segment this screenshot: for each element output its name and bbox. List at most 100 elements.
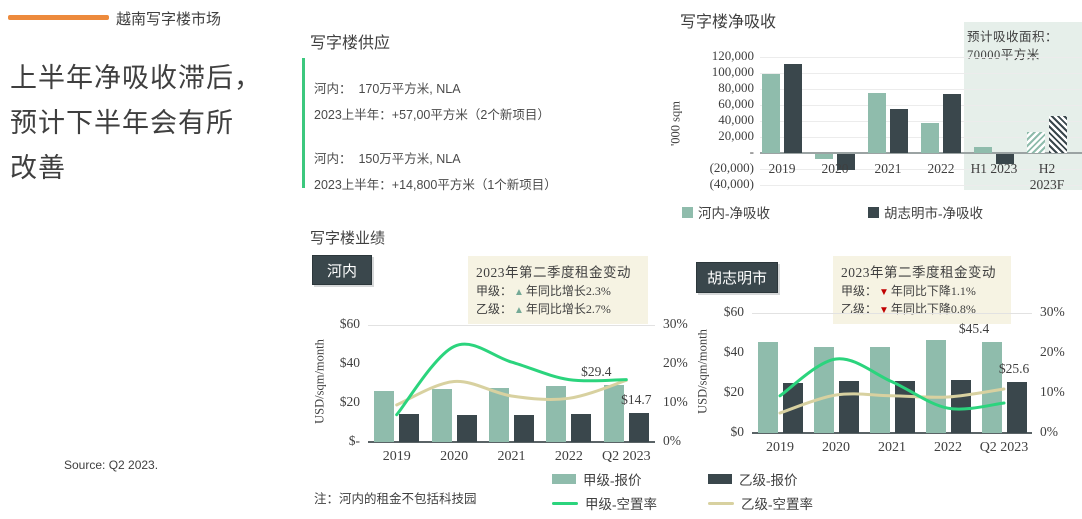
data-label: $25.6 xyxy=(998,360,1030,376)
y-axis-tick-label: 20,000 xyxy=(718,128,754,143)
gridline xyxy=(368,325,655,326)
y-axis-tick-label: (20,000) xyxy=(709,160,754,175)
y-axis-tick-label: 120,000 xyxy=(711,48,754,63)
hanoi-performance-chart: $60 $40 $20 $- 30% 20% 10% 0% 2019 2020 2021 2022 Q2… xyxy=(300,250,702,490)
rent-bar xyxy=(514,414,534,442)
legend-label: 乙级-空置率 xyxy=(741,497,813,512)
brand-accent-line xyxy=(8,15,109,20)
rent-bar xyxy=(925,340,946,433)
annotation-row-grade-a: 甲级： ▼ 年同比下降1.1% xyxy=(841,283,1003,301)
rent-bar xyxy=(456,414,477,442)
vacancy-rate-lines xyxy=(395,342,628,417)
supply-accent-bar xyxy=(302,58,305,188)
legend-label: 甲级-空置率 xyxy=(585,497,657,512)
rent-bar xyxy=(757,342,778,433)
x-axis-category-label: 2022 xyxy=(554,449,583,464)
gridline xyxy=(760,168,1082,170)
legend-swatch xyxy=(868,206,879,218)
legend-item: 河内-净吸收 xyxy=(682,202,770,222)
vacancy-line xyxy=(395,342,628,417)
grade-a-label: 甲级： xyxy=(841,284,878,298)
x-axis-category-line: 2022 xyxy=(927,161,955,176)
y-axis-tick-label: 100,000 xyxy=(711,64,754,79)
annotation-title: 2023年第二季度租金变动 xyxy=(841,265,996,280)
legend-label: 甲级-报价 xyxy=(583,473,642,488)
grade-a-change: 年同比下降1.1% xyxy=(890,284,976,298)
x-axis-category-label: 2020 xyxy=(822,440,850,455)
y-axis-tick-label: $60 xyxy=(339,316,360,331)
y-axis-tick-label: $20 xyxy=(723,384,744,399)
grade-a-change: 年同比增长2.3% xyxy=(525,284,611,298)
x-axis-category-label: 2019 xyxy=(750,161,814,177)
y-axis-tick-label: (40,000) xyxy=(709,176,754,191)
secondary-axis-tick-label: 30% xyxy=(663,316,688,331)
supply-section-title: 写字楼供应 xyxy=(310,35,391,52)
y-axis-tick-label: 60,000 xyxy=(718,96,754,111)
y-axis-tick-label: $20 xyxy=(339,394,360,409)
vacancy-line xyxy=(778,357,1006,411)
net-absorption-bar xyxy=(784,64,802,153)
y-axis-tick-label: $40 xyxy=(723,344,744,359)
net-absorption-bar xyxy=(1027,132,1045,153)
net-absorption-bar xyxy=(815,154,833,159)
net-absorption-bar xyxy=(890,109,908,153)
secondary-axis-tick-label: 0% xyxy=(1040,424,1058,439)
rent-bar xyxy=(894,381,915,433)
forecast-annotation-line-2: 70000平方米 xyxy=(967,48,1040,62)
legend-label: 河内-净吸收 xyxy=(698,206,770,221)
data-label: $45.4 xyxy=(958,321,990,337)
y-axis-tick-label: $40 xyxy=(339,355,360,370)
down-triangle-icon: ▼ xyxy=(879,287,889,298)
annotation-title: 2023年第二季度租金变动 xyxy=(476,265,631,280)
up-triangle-icon: ▲ xyxy=(514,305,524,316)
x-axis-category-label: 2020 xyxy=(803,161,867,177)
rent-bar xyxy=(869,346,890,433)
y-axis-tick-label: 80,000 xyxy=(718,80,754,95)
y-axis-tick-label: $60 xyxy=(723,304,744,319)
grade-b-label: 乙级： xyxy=(841,302,878,316)
secondary-axis-tick-label: 0% xyxy=(663,433,681,448)
x-axis-category-label: Q2 2023 xyxy=(979,440,1029,455)
down-triangle-icon: ▼ xyxy=(879,305,889,316)
net-absorption-bar xyxy=(921,123,939,153)
x-axis-category-label: H1 2023 xyxy=(962,161,1026,177)
headline-line-2: 预计下半年会有所 xyxy=(10,108,234,138)
x-axis-category-line: H2 xyxy=(1038,161,1056,176)
net-absorption-bar xyxy=(943,93,961,153)
gridline xyxy=(760,104,1082,106)
x-axis-category-label: H2 2023F xyxy=(1015,161,1079,193)
legend-label: 胡志明市-净吸收 xyxy=(884,206,983,221)
legend-item: 乙级-报价 xyxy=(708,469,798,489)
rent-bar xyxy=(603,384,624,442)
forecast-region xyxy=(964,22,1082,190)
annotation-row-grade-b: 乙级： ▼ 年同比下降0.8% xyxy=(841,301,1003,319)
rent-bar xyxy=(399,414,420,442)
net-absorption-chart: 预计吸收面积： 70000平方米 120,000 100,000 80,000 60,00… xyxy=(660,22,1082,250)
x-axis-category-label: 2022 xyxy=(934,440,962,455)
y-axis-tick-label: $- xyxy=(348,433,360,448)
legend-swatch-line xyxy=(708,501,734,505)
footnote: 注：河内的租金不包括科技园 xyxy=(314,492,477,506)
annotation-row-grade-a: 甲级： ▲ 年同比增长2.3% xyxy=(476,283,640,301)
grade-b-label: 乙级： xyxy=(476,302,513,316)
net-absorption-bar xyxy=(996,154,1014,165)
rent-bar xyxy=(374,390,395,442)
supply-hanoi-stock: 河内： 170万平方米, NLA xyxy=(314,82,461,96)
hcmc-rent-change-annotation: 2023年第二季度租金变动 甲级： ▼ 年同比下降1.1% 乙级： ▼ 年同比下降0.8… xyxy=(833,256,1011,324)
net-absorption-chart-title: 写字楼净吸收 xyxy=(680,14,777,31)
legend-item: 甲级-空置率 xyxy=(552,493,657,513)
secondary-axis-tick-label: 10% xyxy=(663,394,688,409)
vacancy-line xyxy=(395,378,628,407)
source-text: Source: Q2 2023. xyxy=(64,458,159,472)
up-triangle-icon: ▲ xyxy=(514,287,524,298)
x-axis-category-line: 2023F xyxy=(1029,177,1065,192)
gridline xyxy=(760,184,1082,186)
rent-bar xyxy=(981,342,1002,433)
gridline xyxy=(760,56,1082,58)
headline-line-1: 上半年净吸收滞后， xyxy=(10,63,262,93)
y-axis-title: '000 sqm xyxy=(668,101,683,146)
vacancy-rate-lines xyxy=(778,357,1006,415)
page-header-title: 越南写字楼市场 xyxy=(116,11,222,28)
rent-bar xyxy=(431,388,452,442)
